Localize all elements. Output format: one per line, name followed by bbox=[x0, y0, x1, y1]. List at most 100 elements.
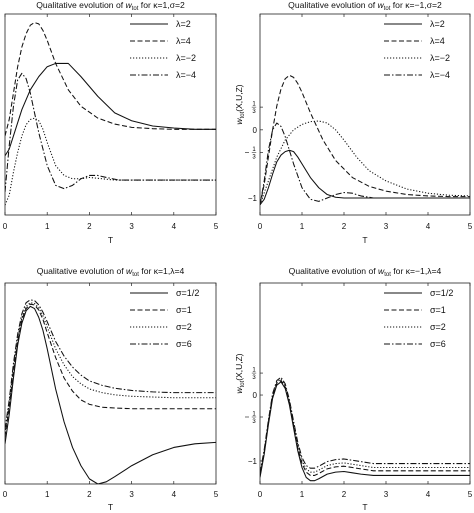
fraction-numerator: 1 bbox=[252, 411, 256, 417]
x-tick-label: 5 bbox=[214, 222, 219, 231]
legend-entry: σ=6 bbox=[176, 339, 192, 349]
x-tick-label: 3 bbox=[384, 222, 389, 231]
series-line-2 bbox=[5, 22, 216, 137]
chart-panel-1: Qualitative evolution of wtot for κ=1,σ=… bbox=[3, 0, 219, 245]
legend-entry: λ=4 bbox=[176, 36, 191, 46]
x-axis-label: T bbox=[362, 502, 367, 512]
series-line-2 bbox=[260, 380, 470, 476]
chart-title-main: Qualitative evolution of bbox=[288, 0, 377, 10]
x-tick-label: 1 bbox=[45, 490, 50, 499]
series-line-4 bbox=[5, 72, 216, 192]
x-tick-label: 1 bbox=[300, 222, 305, 231]
legend-entry: σ=6 bbox=[430, 339, 446, 349]
y-tick-fraction: 13 bbox=[251, 368, 256, 381]
x-tick-label: 4 bbox=[172, 222, 177, 231]
chart-title: Qualitative evolution of wtot for κ=−1,λ… bbox=[289, 266, 442, 278]
chart-title-sub: tot bbox=[384, 272, 391, 278]
fraction-numerator: 1 bbox=[252, 368, 256, 374]
legend-entry: λ=2 bbox=[430, 19, 445, 29]
chart-title-tail: for κ=−1,σ=2 bbox=[390, 0, 442, 10]
series-line-3 bbox=[260, 120, 470, 205]
plot-frame bbox=[4, 13, 217, 216]
legend-entry: λ=−2 bbox=[176, 53, 196, 63]
series-line-4 bbox=[260, 122, 470, 205]
y-axis-label-sub: tot bbox=[240, 111, 246, 118]
chart-panel-3: Qualitative evolution of wtot for κ=1,λ=… bbox=[3, 266, 219, 512]
x-tick-label: 3 bbox=[129, 490, 134, 499]
x-tick-label: 0 bbox=[258, 490, 263, 499]
series-line-2 bbox=[5, 303, 216, 437]
x-tick-label: 3 bbox=[129, 222, 134, 231]
legend-entry: σ=1/2 bbox=[430, 288, 453, 298]
x-tick-label: 1 bbox=[300, 490, 305, 499]
chart-title: Qualitative evolution of wtot for κ=1,σ=… bbox=[36, 0, 185, 12]
fraction-denominator: 3 bbox=[252, 155, 256, 161]
series-line-3 bbox=[260, 378, 470, 475]
chart-title-main: Qualitative evolution of bbox=[37, 266, 126, 276]
legend-entry: λ=−4 bbox=[176, 70, 196, 80]
x-tick-label: 4 bbox=[426, 222, 431, 231]
x-axis-label: T bbox=[108, 235, 113, 245]
y-axis-label-tail: (X,U,Z) bbox=[234, 353, 244, 381]
fraction-numerator: 1 bbox=[252, 147, 256, 153]
y-tick-label: 0 bbox=[253, 391, 258, 400]
chart-title: Qualitative evolution of wtot for κ=1,λ=… bbox=[37, 266, 185, 278]
series-line-1 bbox=[5, 305, 216, 484]
chart-panel-4: Qualitative evolution of wtot for κ=−1,λ… bbox=[234, 266, 473, 512]
series-line-1 bbox=[5, 62, 216, 156]
series-line-2 bbox=[260, 74, 470, 205]
x-tick-label: 5 bbox=[468, 222, 473, 231]
legend-entry: λ=2 bbox=[176, 19, 191, 29]
legend-entry: σ=2 bbox=[430, 322, 446, 332]
fraction-denominator: 3 bbox=[252, 375, 256, 381]
legend-entry: λ=−2 bbox=[430, 53, 450, 63]
chart-title-var: w bbox=[378, 266, 385, 276]
legend-entry: σ=1 bbox=[176, 305, 192, 315]
x-tick-label: 3 bbox=[384, 490, 389, 499]
chart-title: Qualitative evolution of wtot for κ=−1,σ… bbox=[288, 0, 442, 12]
fraction-denominator: 3 bbox=[252, 419, 256, 425]
y-tick-fraction: 13 bbox=[251, 102, 256, 115]
y-axis-label: wtot(X,U,Z) bbox=[234, 353, 246, 393]
y-axis-label: wtot(X,U,Z) bbox=[234, 84, 246, 124]
chart-title-sub: tot bbox=[132, 272, 139, 278]
x-tick-label: 1 bbox=[45, 222, 50, 231]
x-tick-label: 5 bbox=[214, 490, 219, 499]
x-tick-label: 2 bbox=[87, 490, 92, 499]
x-tick-label: 4 bbox=[172, 490, 177, 499]
x-tick-label: 2 bbox=[342, 222, 347, 231]
chart-title-tail: for κ=−1,λ=4 bbox=[391, 266, 442, 276]
x-tick-label: 2 bbox=[87, 222, 92, 231]
y-tick-label: 0 bbox=[253, 126, 258, 135]
fraction-denominator: 3 bbox=[252, 109, 256, 115]
chart-title-tail: for κ=1,σ=2 bbox=[138, 0, 185, 10]
x-tick-label: 0 bbox=[258, 222, 263, 231]
series-line-3 bbox=[5, 117, 216, 206]
y-tick-label: −1 bbox=[248, 457, 258, 466]
plot-frame bbox=[259, 13, 471, 216]
chart-title-sub: tot bbox=[384, 6, 391, 12]
chart-title-main: Qualitative evolution of bbox=[289, 266, 378, 276]
chart-title-var: w bbox=[126, 0, 133, 10]
legend-entry: λ=4 bbox=[430, 36, 445, 46]
x-tick-label: 5 bbox=[468, 490, 473, 499]
y-axis-label-var: w bbox=[234, 387, 244, 394]
chart-title-var: w bbox=[378, 0, 385, 10]
x-axis-label: T bbox=[108, 502, 113, 512]
x-tick-label: 0 bbox=[3, 222, 8, 231]
y-tick-fraction: 13 bbox=[245, 147, 256, 161]
legend-entry: λ=−4 bbox=[430, 70, 450, 80]
chart-title-main: Qualitative evolution of bbox=[36, 0, 125, 10]
x-tick-label: 2 bbox=[342, 490, 347, 499]
y-axis-label-var: w bbox=[234, 118, 244, 125]
chart-panel-2: Qualitative evolution of wtot for κ=−1,σ… bbox=[234, 0, 473, 245]
series-line-4 bbox=[5, 299, 216, 430]
x-tick-label: 0 bbox=[3, 490, 8, 499]
plot-frame bbox=[4, 282, 217, 485]
legend-entry: σ=1/2 bbox=[176, 288, 199, 298]
series-line-1 bbox=[260, 381, 470, 482]
y-tick-label: −1 bbox=[248, 194, 258, 203]
y-tick-fraction: 13 bbox=[245, 411, 256, 425]
legend-entry: σ=2 bbox=[176, 322, 192, 332]
